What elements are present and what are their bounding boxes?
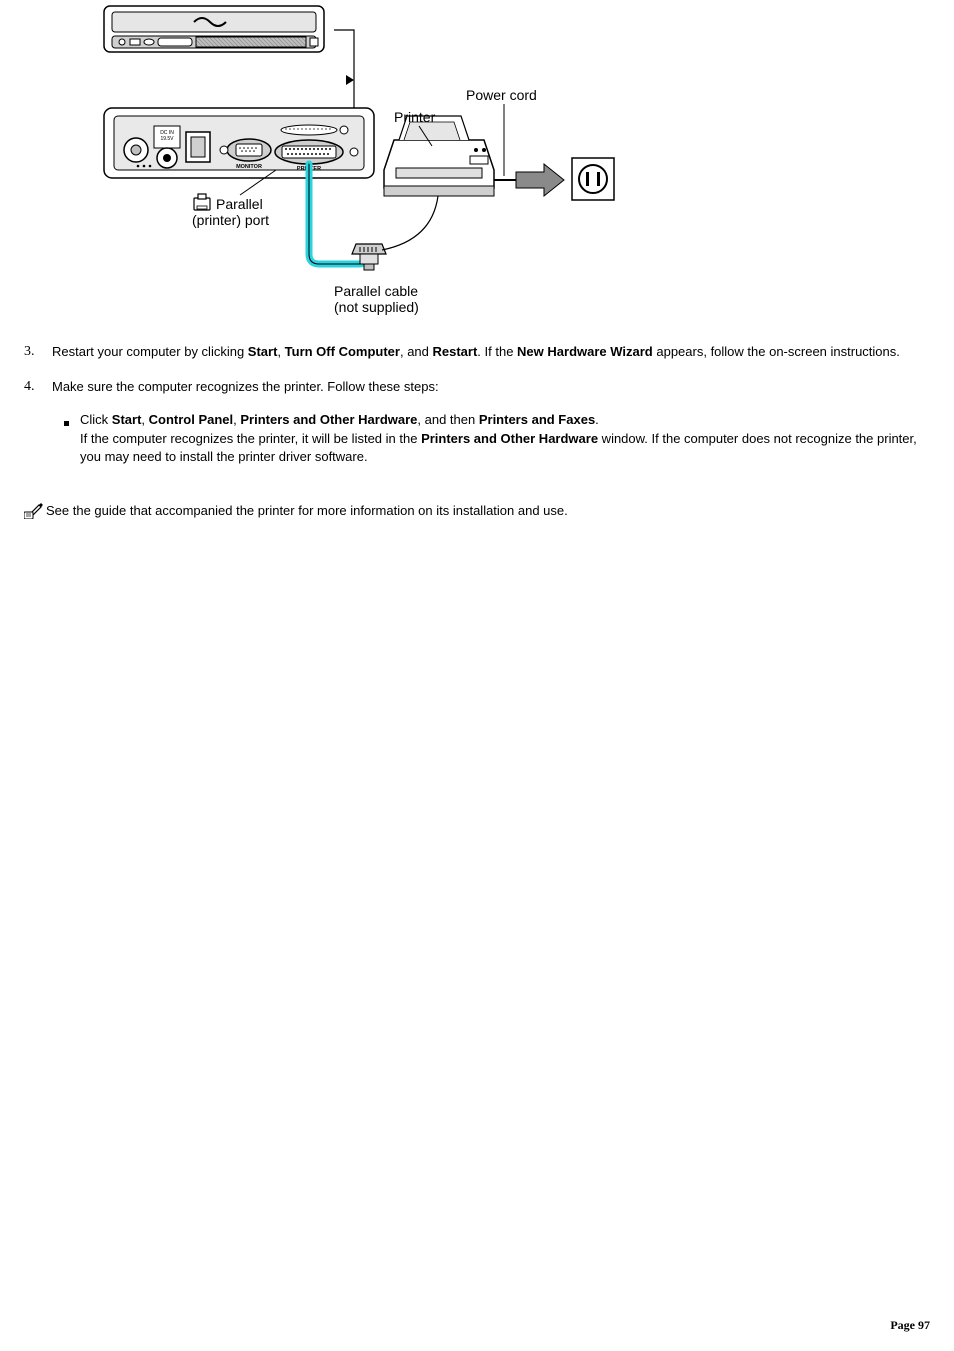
svg-text:19.5V: 19.5V [160, 136, 174, 142]
svg-text:Parallel: Parallel [216, 196, 263, 212]
step-4: 4. Make sure the computer recognizes the… [24, 378, 930, 477]
connection-diagram: DC IN 19.5V MONITOR [24, 0, 930, 323]
label-parallel-cable-2: (not supplied) [334, 299, 419, 315]
note-text: See the guide that accompanied the print… [46, 501, 930, 521]
printer-illustration [384, 116, 494, 196]
sub-bullet-item: Click Start, Control Panel, Printers and… [52, 411, 930, 468]
sub-body: Click Start, Control Panel, Printers and… [80, 411, 930, 468]
bullet-icon [52, 411, 80, 432]
note-icon [24, 501, 46, 522]
label-printer: Printer [394, 109, 436, 125]
step-3: 3. Restart your computer by clicking Sta… [24, 343, 930, 362]
note: See the guide that accompanied the print… [24, 501, 930, 522]
svg-text:MONITOR: MONITOR [236, 164, 262, 170]
label-power-cord: Power cord [466, 87, 537, 103]
dock-illustration: DC IN 19.5V MONITOR [104, 108, 374, 178]
step-number: 4. [24, 378, 52, 395]
svg-text:(printer) port: (printer) port [192, 212, 269, 228]
laptop-illustration [104, 6, 324, 52]
document-page: DC IN 19.5V MONITOR [0, 0, 954, 1351]
diagram-svg: DC IN 19.5V MONITOR [64, 0, 624, 320]
label-parallel-cable-1: Parallel cable [334, 283, 418, 299]
step-4-intro: Make sure the computer recognizes the pr… [52, 378, 930, 397]
step-4-sublist: Click Start, Control Panel, Printers and… [52, 411, 930, 468]
step-body: Make sure the computer recognizes the pr… [52, 378, 930, 477]
instruction-list: 3. Restart your computer by clicking Sta… [24, 343, 930, 477]
step-number: 3. [24, 343, 52, 360]
page-number: Page 97 [890, 1318, 930, 1333]
label-parallel-port: Parallel (printer) port [192, 194, 269, 228]
step-body: Restart your computer by clicking Start,… [52, 343, 930, 362]
